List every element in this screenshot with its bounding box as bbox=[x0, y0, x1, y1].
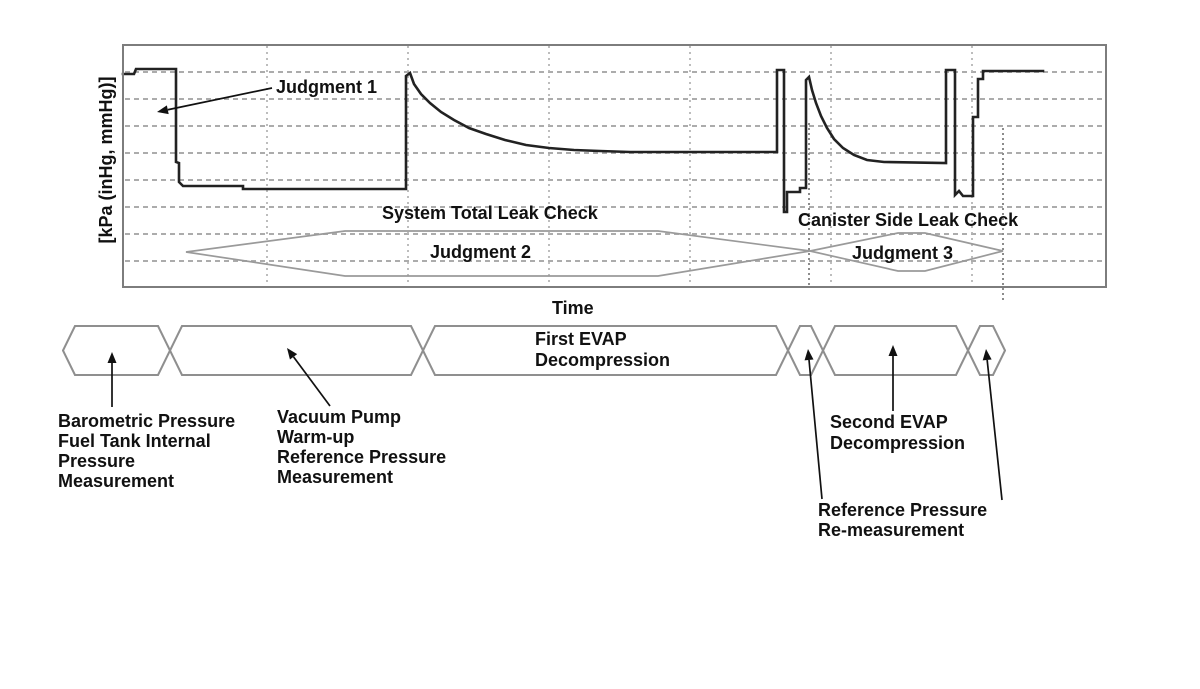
label-line: Reference Pressure bbox=[277, 447, 447, 467]
annotation-arrows bbox=[107, 87, 1003, 501]
judgment2-label: Judgment 2 bbox=[430, 242, 532, 262]
system-total-leak-check-label: System Total Leak Check bbox=[382, 203, 598, 223]
y-axis-label: [kPa (inHg, mmHg)] bbox=[96, 76, 116, 244]
second-evap-arrowhead bbox=[888, 345, 898, 356]
label-line: Warm-up bbox=[277, 427, 355, 447]
barometric-arrowhead bbox=[107, 352, 117, 363]
label-line: Measurement bbox=[277, 467, 394, 487]
horizontal-gridlines bbox=[125, 71, 1104, 262]
label-line: Pressure bbox=[58, 451, 136, 471]
reference-a-arrowhead bbox=[804, 349, 814, 361]
judgment3-label: Judgment 3 bbox=[852, 243, 954, 263]
judgment3-window-shape bbox=[809, 232, 1004, 272]
judgment1-label: Judgment 1 bbox=[276, 77, 378, 97]
barometric-pressure-label: Barometric Pressure Fuel Tank Internal P… bbox=[58, 411, 235, 491]
label-line: Decompression bbox=[830, 433, 966, 453]
label-line: Reference Pressure bbox=[818, 500, 988, 520]
phase-timing-band bbox=[62, 325, 1006, 376]
event-marker-lines bbox=[808, 123, 1004, 300]
label-line: Fuel Tank Internal bbox=[58, 431, 211, 451]
label-line: Measurement bbox=[58, 471, 175, 491]
label-line: Re-measurement bbox=[818, 520, 965, 540]
judgment1-arrowhead bbox=[157, 105, 169, 115]
plot-border bbox=[122, 44, 1107, 288]
vacuum-pump-warmup-label: Vacuum Pump Warm-up Reference Pressure M… bbox=[277, 407, 446, 487]
reference-pressure-remeasurement-label: Reference Pressure Re-measurement bbox=[818, 500, 987, 540]
label-line: Decompression bbox=[535, 350, 671, 370]
label-line: Second EVAP bbox=[830, 412, 948, 432]
reference-b-arrowhead bbox=[982, 349, 992, 361]
label-line: Vacuum Pump bbox=[277, 407, 402, 427]
canister-side-leak-check-label: Canister Side Leak Check bbox=[798, 210, 1019, 230]
label-line: First EVAP bbox=[535, 329, 627, 349]
label-line: Barometric Pressure bbox=[58, 411, 236, 431]
vacuum-pump-arrowhead bbox=[287, 348, 298, 360]
pressure-trace bbox=[121, 67, 1045, 214]
second-evap-decompression-label: Second EVAP Decompression bbox=[830, 412, 965, 454]
x-axis-label: Time bbox=[552, 298, 594, 318]
first-evap-decompression-label: First EVAP Decompression bbox=[535, 329, 670, 371]
